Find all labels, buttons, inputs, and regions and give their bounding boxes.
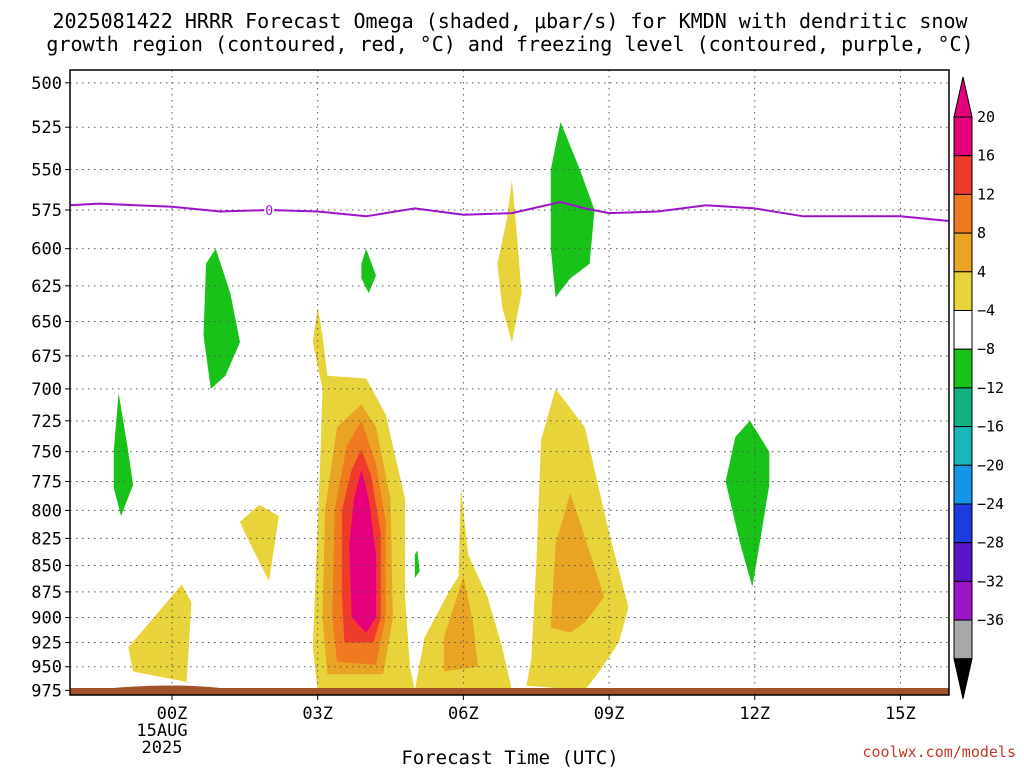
y-tick-label: 975 [31, 681, 62, 701]
colorbar-tick-label: 8 [977, 224, 986, 242]
colorbar-swatch [953, 503, 973, 544]
freezing-label-bg [264, 201, 275, 216]
colorbar-swatch [953, 155, 973, 195]
colorbar-swatch [953, 464, 973, 505]
colorbar-tick-label: 4 [977, 263, 986, 281]
colorbar-top-arrow [953, 76, 973, 118]
omega-region-17 [725, 420, 770, 587]
plot-area: 0 [69, 69, 950, 696]
credit-text: coolwx.com/models [862, 743, 1016, 761]
omega-shading [113, 122, 770, 691]
y-tick-label: 800 [31, 501, 62, 521]
chart-title-line1: 2025081422 HRRR Forecast Omega (shaded, … [52, 9, 968, 33]
omega-region-15 [414, 550, 420, 579]
omega-region-7 [443, 576, 478, 672]
freezing-level-label: 0 [265, 204, 273, 219]
y-tick-label: 900 [31, 609, 62, 629]
colorbar-tick-label: −32 [977, 572, 1004, 590]
omega-region-16 [550, 122, 595, 298]
colorbar-tick-label: 16 [977, 147, 995, 165]
colorbar-tick-label: −36 [977, 611, 1004, 629]
colorbar-tick-label: −12 [977, 379, 1004, 397]
x-tick-label: 15Z [885, 704, 916, 724]
colorbar-swatch [953, 542, 973, 582]
y-tick-label: 550 [31, 161, 62, 181]
colorbar-swatch [953, 310, 973, 350]
terrain-band [70, 685, 949, 695]
grid-lines [70, 70, 949, 695]
y-tick-label: 775 [31, 473, 62, 493]
colorbar-swatch [953, 387, 973, 428]
x-tick-label: 00Z [157, 704, 188, 724]
omega-region-0 [128, 584, 192, 683]
terrain-surface [70, 688, 949, 695]
y-tick-label: 600 [31, 240, 62, 260]
omega-region-12 [113, 392, 134, 517]
colorbar-swatch [953, 619, 973, 660]
y-tick-label: 525 [31, 118, 62, 138]
omega-region-8 [550, 493, 605, 633]
y-tick-label: 575 [31, 201, 62, 221]
omega-region-1 [240, 504, 279, 582]
colorbar-tick-label: −24 [977, 495, 1004, 513]
y-tick-label: 700 [31, 380, 62, 400]
colorbar: 20 16 12 8 4 −4 −8 −12 −16 −20 −24 −28 −32 −36 [953, 76, 1004, 699]
x-tick-label: 03Z [302, 704, 333, 724]
freezing-level-line [69, 200, 950, 222]
colorbar-swatch [953, 580, 973, 621]
x-tick-year: 2025 [142, 738, 183, 758]
y-tick-label: 875 [31, 583, 62, 603]
colorbar-swatch [953, 348, 973, 389]
y-tick-label: 950 [31, 658, 62, 678]
x-tick-label: 12Z [739, 704, 770, 724]
colorbar-swatch [953, 426, 973, 466]
plot-frame [69, 69, 950, 696]
y-tick-label: 850 [31, 557, 62, 577]
y-axis-ticks: 500 525 550 575 600 625 650 675 700 725 750 775 800 8… [31, 74, 70, 701]
y-tick-label: 725 [31, 412, 62, 432]
colorbar-swatch [953, 193, 973, 234]
colorbar-swatch [953, 232, 973, 273]
x-tick-label: 06Z [448, 704, 479, 724]
y-tick-label: 925 [31, 633, 62, 653]
colorbar-tick-label: 20 [977, 108, 995, 126]
colorbar-swatch [953, 271, 973, 311]
x-axis-label: Forecast Time (UTC) [401, 747, 618, 768]
colorbar-swatch [953, 116, 973, 157]
y-tick-label: 625 [31, 277, 62, 297]
colorbar-tick-label: −20 [977, 456, 1004, 474]
y-tick-label: 825 [31, 529, 62, 549]
x-tick-label: 09Z [594, 704, 625, 724]
y-tick-label: 750 [31, 443, 62, 463]
omega-region-11 [349, 469, 376, 633]
omega-region-13 [203, 248, 240, 389]
colorbar-tick-label: −28 [977, 534, 1004, 552]
y-tick-label: 675 [31, 347, 62, 367]
colorbar-bottom-arrow [953, 658, 973, 699]
terrain-bump [113, 685, 221, 688]
y-tick-label: 650 [31, 312, 62, 332]
omega-region-4 [497, 179, 522, 343]
x-tick-date: 15AUG [136, 721, 187, 741]
colorbar-tick-label: −16 [977, 418, 1004, 436]
colorbar-tick-label: −4 [977, 302, 995, 320]
freezing-level-contour: 0 [69, 200, 950, 222]
colorbar-tick-label: 12 [977, 185, 995, 203]
y-tick-label: 500 [31, 74, 62, 94]
chart-title-line2: growth region (contoured, red, °C) and f… [46, 32, 973, 56]
colorbar-tick-label: −8 [977, 340, 995, 358]
omega-region-14 [361, 248, 376, 294]
